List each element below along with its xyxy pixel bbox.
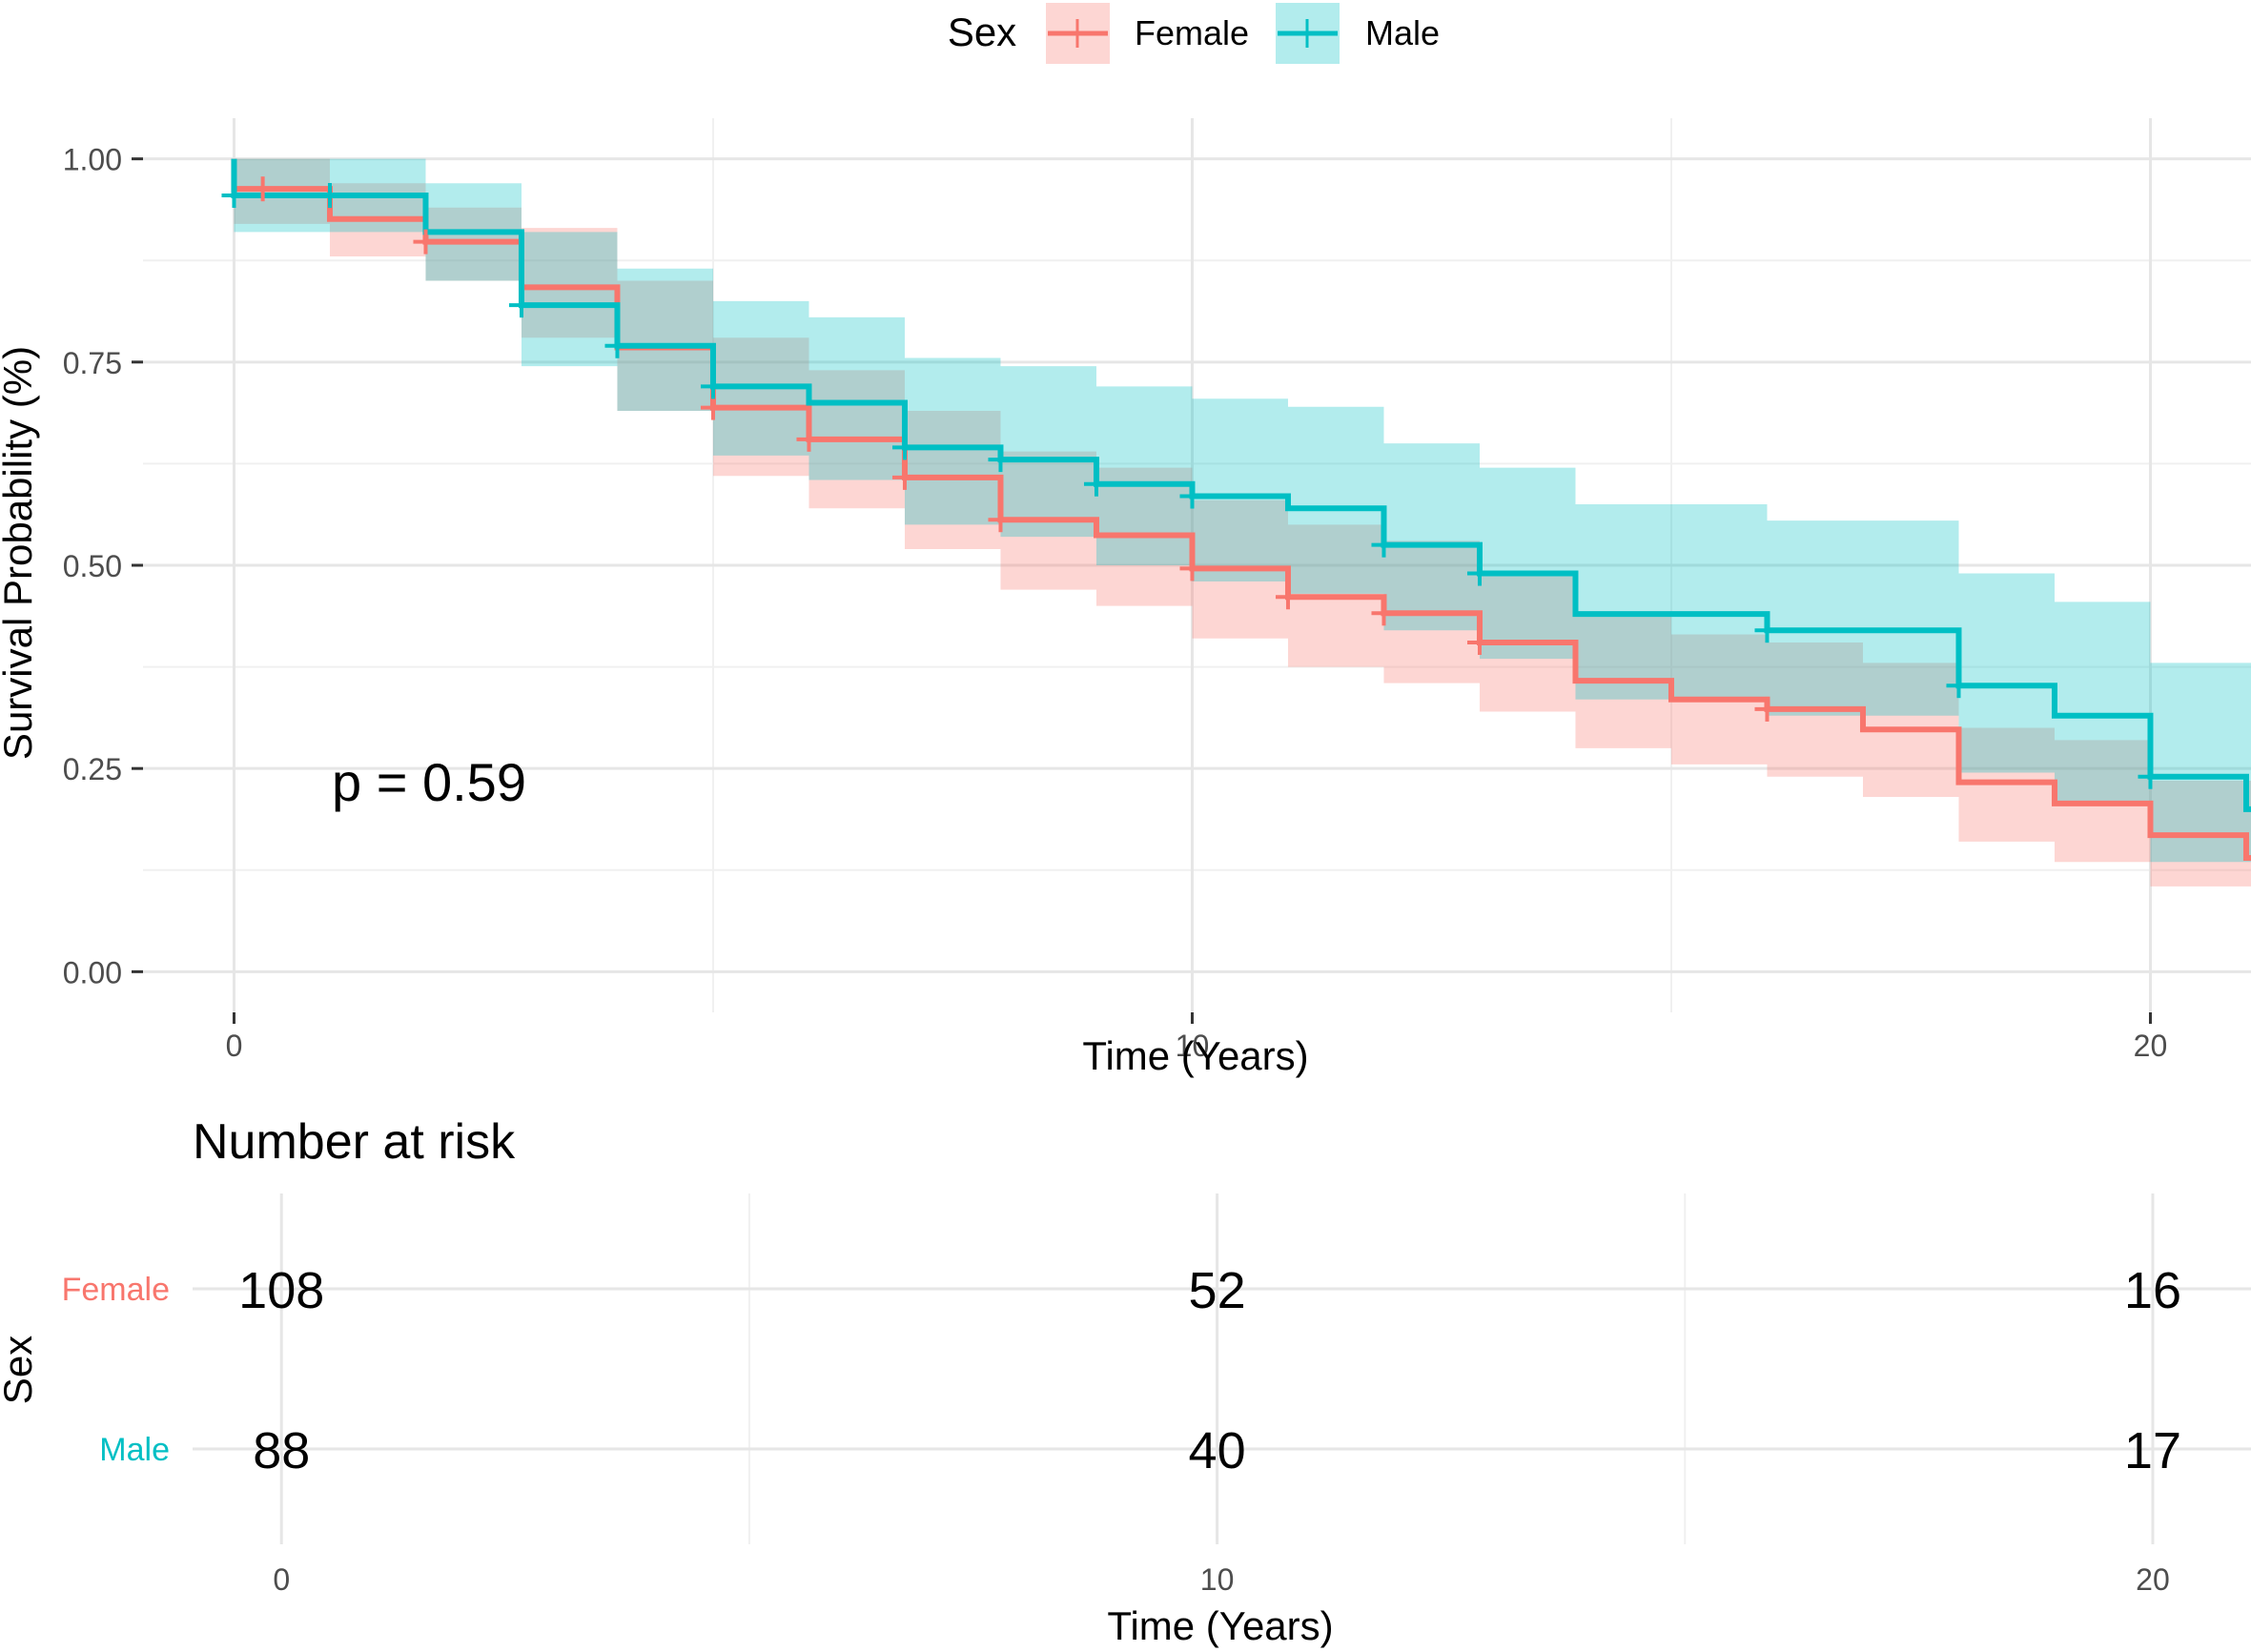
risk-table-rows: Female 108 52 16 Male 88 40 17 — [62, 1262, 2181, 1479]
legend-item-male: Male — [1276, 3, 1440, 64]
risk-x-tick-label: 0 — [273, 1562, 290, 1597]
censor-mark-male — [2138, 764, 2163, 789]
risk-table-title: Number at risk — [193, 1114, 516, 1170]
censor-mark-male — [700, 374, 726, 399]
risk-table-x-ticks: 0 10 20 — [273, 1562, 2169, 1597]
risk-table: Number at risk Female 108 52 16 Male 88 40 17 0… — [0, 1114, 2251, 1648]
risk-row-label-male: Male — [99, 1432, 170, 1468]
risk-count: 40 — [1189, 1422, 1246, 1479]
censor-mark-female — [1466, 630, 1492, 656]
x-tick-label: 20 — [2134, 1029, 2168, 1063]
censor-mark-male — [221, 183, 247, 209]
p-value-annotation: p = 0.59 — [332, 752, 526, 812]
y-tick-label: 0.50 — [63, 549, 122, 583]
y-tick-label: 0.25 — [63, 752, 122, 786]
censor-mark-male — [508, 293, 534, 318]
risk-table-y-axis-title: Sex — [0, 1336, 40, 1404]
survival-curve-female — [231, 158, 2251, 861]
censor-mark-male — [988, 447, 1013, 473]
censor-mark-male — [1371, 532, 1397, 558]
censor-mark-male — [1946, 673, 1972, 699]
censor-mark-female — [700, 395, 726, 420]
censor-mark-male — [1083, 471, 1109, 497]
censor-mark-female — [891, 464, 917, 490]
censor-mark-female — [1275, 584, 1300, 610]
y-tick-label: 0.00 — [63, 955, 122, 989]
survival-plot: 0.00 0.25 0.50 0.75 1.00 0 10 20 p = 0.59 Time… — [0, 118, 2251, 1078]
legend: Sex Female Male — [948, 3, 1440, 64]
confidence-bands — [234, 158, 2251, 887]
risk-table-x-axis-title: Time (Years) — [1107, 1603, 1333, 1648]
y-axis-title: Survival Probability (%) — [0, 346, 40, 760]
censor-mark-female — [413, 229, 439, 255]
risk-count: 108 — [238, 1262, 324, 1319]
survival-curve-male — [231, 158, 2251, 812]
censor-mark-male — [1754, 618, 1780, 643]
x-tick-label: 0 — [226, 1029, 243, 1063]
risk-count: 17 — [2124, 1422, 2181, 1479]
risk-x-tick-label: 10 — [1200, 1562, 1235, 1597]
censor-mark-male — [604, 333, 630, 358]
censor-mark-male — [1466, 561, 1492, 586]
censor-mark-female — [250, 176, 276, 202]
x-tick-label: 10 — [1176, 1029, 1210, 1063]
risk-row-label-female: Female — [62, 1272, 170, 1308]
legend-title: Sex — [948, 10, 1016, 54]
confidence-band-male — [234, 158, 2251, 863]
censor-mark-female — [1371, 601, 1397, 626]
legend-item-female: Female — [1046, 3, 1249, 64]
x-axis-ticks: 0 10 20 — [226, 1012, 2168, 1063]
y-tick-label: 1.00 — [63, 143, 122, 177]
risk-count: 52 — [1189, 1262, 1246, 1319]
survival-grid — [143, 118, 2251, 1012]
x-axis-title: Time (Years) — [1082, 1033, 1308, 1078]
y-tick-label: 0.75 — [63, 346, 122, 380]
legend-label-female: Female — [1135, 13, 1249, 52]
censor-mark-male — [317, 183, 342, 209]
risk-table-grid — [193, 1193, 2251, 1544]
censor-mark-female — [796, 426, 822, 452]
y-axis-ticks: 0.00 0.25 0.50 0.75 1.00 — [63, 143, 143, 989]
censor-mark-female — [1754, 696, 1780, 722]
censor-mark-female — [988, 507, 1013, 533]
censor-mark-female — [1179, 556, 1205, 581]
censor-marks — [221, 176, 2163, 789]
risk-count: 88 — [253, 1422, 310, 1479]
survival-curves — [231, 158, 2251, 861]
confidence-band-female — [234, 158, 2251, 887]
risk-x-tick-label: 20 — [2136, 1562, 2170, 1597]
censor-mark-male — [1179, 483, 1205, 509]
risk-count: 16 — [2124, 1262, 2181, 1319]
legend-label-male: Male — [1365, 13, 1440, 52]
censor-mark-male — [891, 435, 917, 460]
